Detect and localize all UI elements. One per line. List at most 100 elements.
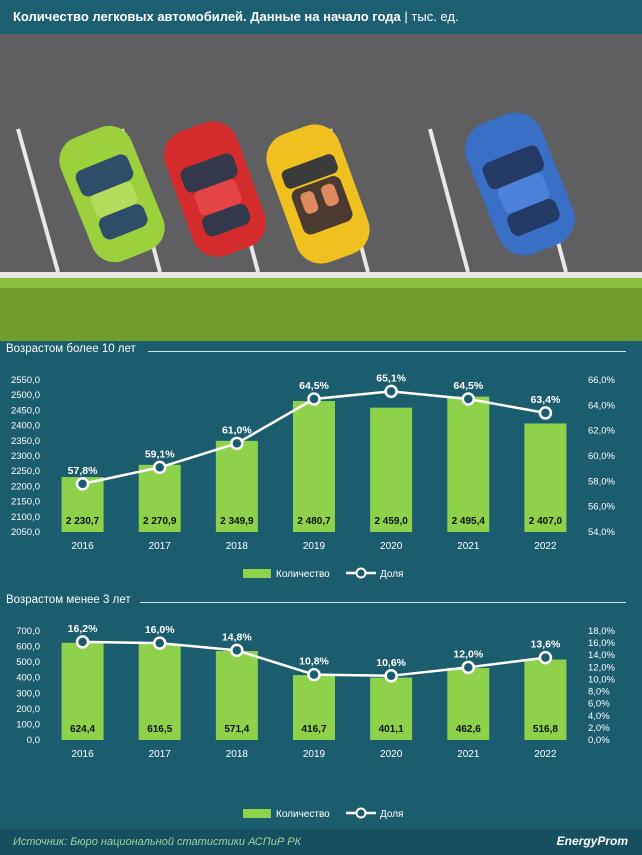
chart1-svg: 2050,0 2100,0 2150,0 2200,0 2250,0 2300,0 2350… [11,372,616,580]
brand-logo: EnergyProm [556,834,628,848]
chart1-title-rule [148,351,626,352]
y-tick-label: 500,0 [16,657,40,668]
category-label: 2016 [71,541,94,552]
bar-value-label: 616,5 [147,724,172,735]
parking-illustration [0,34,642,341]
share-point [230,436,244,451]
chart2: 0,0 100,0 200,0 300,0 400,0 500,0 600,0 700,0 0,… [0,610,642,826]
legend-bar-swatch [243,569,271,578]
bar-value-label: 462,6 [456,724,481,735]
y2-tick-label: 60,0% [588,451,615,462]
share-point [75,477,90,491]
legend-share-label: Доля [380,809,403,820]
y-tick-label: 2200,0 [11,481,40,492]
bar [138,644,181,740]
y2-tick-label: 4,0% [588,711,610,722]
share-label: 59,1% [145,448,175,460]
y-tick-label: 2350,0 [11,436,40,447]
bar-value-label: 571,4 [224,724,249,735]
chart1: 2050,0 2100,0 2150,0 2200,0 2250,0 2300,0 2350… [0,358,642,580]
bar [524,423,567,532]
share-label: 16,0% [145,624,175,636]
share-label: 16,2% [68,623,98,635]
y2-tick-label: 64,0% [588,400,615,411]
share-point [152,460,167,475]
share-point [461,392,476,406]
bar [370,677,413,740]
category-label: 2020 [380,541,403,552]
y2-tick-label: 66,0% [588,375,615,386]
y-tick-label: 2050,0 [11,527,40,538]
bar-value-label: 624,4 [70,724,95,735]
share-label: 13,6% [531,639,561,651]
share-point [75,635,90,649]
y-tick-label: 2450,0 [11,405,40,416]
y-tick-label: 700,0 [16,626,40,637]
category-label: 2017 [149,749,172,760]
share-label: 14,8% [222,631,252,643]
bar-value-label: 516,8 [533,724,558,735]
red-car-icon [164,121,266,257]
share-label: 10,8% [299,656,329,668]
y2-tick-label: 14,0% [588,650,615,661]
y2-tick-label: 12,0% [588,662,615,673]
bar [138,464,181,532]
y2-tick-label: 56,0% [588,502,615,513]
chart1-section-title: Возрастом более 10 лет [6,343,136,355]
source-text: Источник: Бюро национальной статистики А… [13,836,302,848]
category-label: 2020 [380,749,403,760]
share-point [538,650,553,665]
category-label: 2016 [71,749,94,760]
chart-title: Количество легковых автомобилей. Данные … [13,9,459,24]
bar [447,396,490,532]
y2-tick-label: 18,0% [588,626,615,637]
legend-line-marker [355,807,367,819]
bar-value-label: 2 270,9 [143,516,177,527]
share-point [384,384,398,399]
legend-share-label: Доля [380,569,403,580]
share-point [230,643,244,658]
share-point [538,406,553,420]
bar [293,675,335,740]
y2-tick-label: 2,0% [588,723,610,734]
bar [447,667,490,740]
share-label: 10,6% [376,657,406,669]
share-point [461,660,476,675]
yellow-convertible-icon [266,124,370,264]
category-label: 2018 [226,541,249,552]
category-label: 2021 [457,541,480,552]
blue-car-icon [465,112,575,256]
category-label: 2021 [457,749,480,760]
y-tick-label: 2400,0 [11,421,40,432]
title-text: Количество легковых автомобилей. Данные … [13,9,401,24]
bar [293,401,335,532]
header: Количество легковых автомобилей. Данные … [0,0,642,34]
y-tick-label: 0,0 [27,735,40,746]
share-point [384,669,398,683]
share-label: 64,5% [453,380,483,392]
y2-tick-label: 0,0% [588,735,610,746]
bar-value-label: 2 495,4 [452,516,486,527]
y-tick-label: 2500,0 [11,390,40,401]
bar [524,659,567,740]
category-label: 2018 [226,749,249,760]
chart2-svg: 0,0 100,0 200,0 300,0 400,0 500,0 600,0 700,0 0,… [16,623,615,820]
bar [215,651,258,740]
bar-value-label: 2 480,7 [297,516,331,527]
y2-tick-label: 54,0% [588,527,615,538]
bar-value-label: 2 407,0 [529,516,563,527]
unit-text: тыс. ед. [411,9,459,24]
bar [370,407,413,532]
share-label: 57,8% [68,465,98,477]
y-tick-label: 2250,0 [11,466,40,477]
category-label: 2022 [534,541,557,552]
y-tick-label: 2150,0 [11,497,40,508]
y2-tick-label: 62,0% [588,426,615,437]
share-point [307,392,321,406]
y-tick-label: 600,0 [16,642,40,653]
bar-value-label: 401,1 [379,724,404,735]
share-label: 61,0% [222,424,252,436]
bar-value-label: 2 459,0 [374,516,408,527]
bar [61,642,104,740]
bar-value-label: 2 230,7 [66,516,100,527]
